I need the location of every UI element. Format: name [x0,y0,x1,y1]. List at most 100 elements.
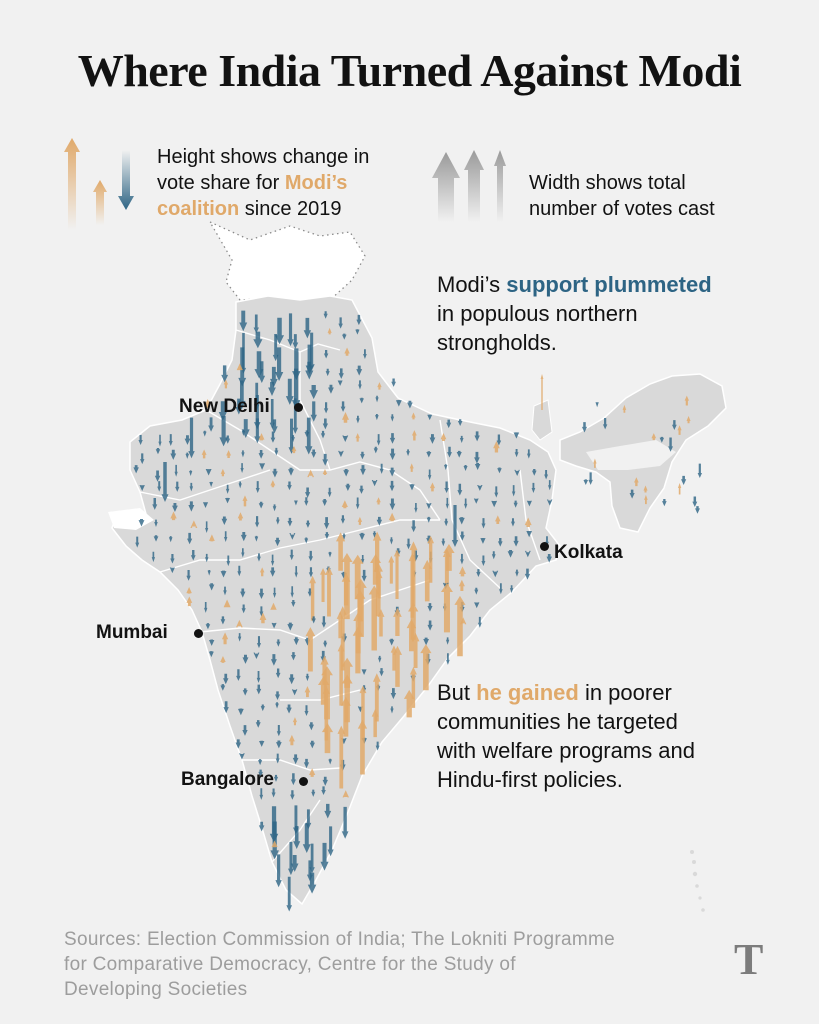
city-dot-mumbai [194,629,203,638]
loss-arrow [328,551,332,558]
loss-arrow [308,550,314,562]
loss-arrow [481,555,486,566]
loss-arrow [291,435,295,443]
loss-arrow [274,347,284,382]
loss-arrow [446,419,452,429]
loss-arrow [477,616,482,628]
loss-arrow [209,481,213,487]
loss-arrow [135,536,140,548]
loss-arrow [460,553,464,565]
gain-arrow [357,719,368,775]
loss-arrow [492,570,499,578]
loss-arrow [293,637,300,646]
loss-arrow [268,381,276,397]
loss-arrow [287,481,292,491]
city-dot-bangalore [299,777,308,786]
loss-arrow [463,464,468,472]
loss-arrow [371,480,378,487]
loss-arrow [304,497,309,506]
loss-arrow [271,622,277,629]
loss-arrow [285,378,294,405]
loss-arrow [276,740,282,749]
gain-arrow [411,430,417,441]
loss-arrow [342,333,347,340]
loss-arrow [169,567,175,574]
gain-arrow [307,469,315,478]
gain-arrow [368,585,380,651]
loss-arrow [305,417,313,455]
loss-arrow [205,623,211,630]
loss-arrow [208,639,215,646]
loss-arrow [258,588,265,600]
loss-arrow [138,519,145,527]
loss-arrow [411,520,417,533]
loss-arrow [303,317,312,339]
loss-arrow [548,480,552,491]
loss-arrow [327,487,332,498]
loss-arrow [444,481,449,494]
gain-arrow [342,412,349,423]
loss-arrow [258,769,263,777]
loss-arrow [225,435,231,444]
loss-arrow [290,773,296,786]
loss-arrow [309,740,315,749]
loss-arrow [359,532,365,541]
gain-arrow [411,412,416,420]
loss-arrow [170,554,175,564]
loss-arrow [671,420,677,430]
legend-width-arrows [432,150,506,222]
loss-arrow [224,531,228,542]
gain-arrow [201,449,207,459]
gain-arrow [220,655,226,663]
loss-arrow [175,481,180,492]
loss-arrow [446,653,450,665]
gain-arrow [352,626,364,674]
loss-arrow [272,587,277,598]
loss-arrow [497,537,503,547]
loss-arrow [426,503,432,510]
disputed-region [208,220,366,307]
loss-arrow [426,451,432,458]
gain-arrow [170,511,177,521]
legend-height-text: Height shows change in vote share for Mo… [157,146,370,220]
loss-arrow [207,569,211,576]
city-label-kolkata: Kolkata [554,542,623,563]
loss-arrow [697,463,702,478]
loss-arrow [223,701,229,714]
loss-arrow [202,502,209,508]
loss-arrow [154,470,161,482]
loss-arrow [221,365,229,383]
loss-arrow [258,361,266,384]
loss-arrow [389,448,396,460]
loss-arrow [459,435,464,443]
gain-arrow [337,725,346,789]
loss-arrow [511,485,516,497]
loss-arrow [499,583,503,595]
loss-arrow [341,806,349,839]
gain-arrow [186,596,193,607]
vote-shift-arrows [133,310,702,912]
loss-arrow [275,517,280,525]
loss-arrow [507,549,514,558]
loss-arrow [170,449,177,460]
gain-arrow [226,450,232,459]
loss-arrow [242,725,248,736]
loss-arrow [294,566,298,578]
loss-arrow [544,470,549,480]
loss-arrow [662,499,667,507]
gain-arrow [344,347,350,356]
loss-arrow [288,467,294,476]
annotation-south: But he gained in poorer communities he t… [437,680,696,792]
loss-arrow [241,604,246,614]
loss-arrow [322,776,328,786]
loss-arrow [254,418,261,444]
loss-arrow [328,758,333,765]
loss-arrow [304,705,309,716]
gain-arrow [322,468,328,476]
loss-arrow [223,673,229,685]
loss-arrow [389,480,395,492]
legend-up-arrow-short [93,180,107,225]
loss-arrow [241,450,245,458]
gain-arrow [392,645,402,687]
loss-arrow [260,704,265,712]
